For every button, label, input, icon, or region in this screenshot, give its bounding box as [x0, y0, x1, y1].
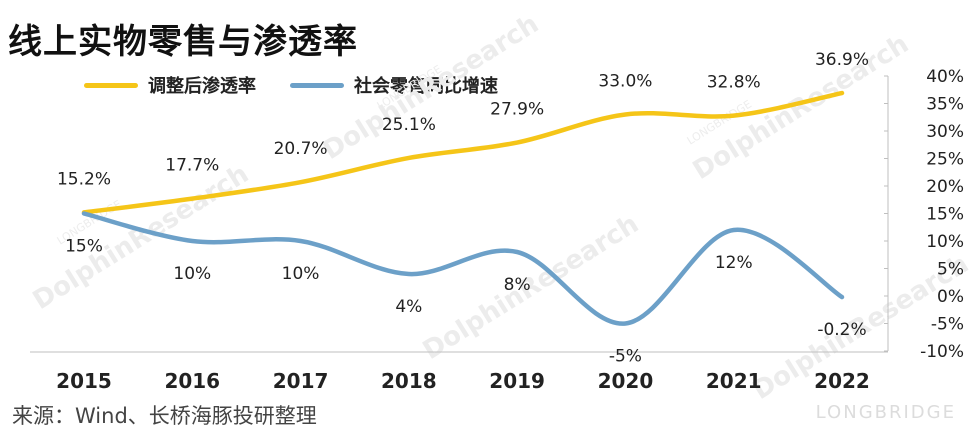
legend-item-retail-growth: 社会零售同比增速	[290, 72, 498, 98]
data-label-penetration: 20.7%	[274, 139, 328, 159]
x-tick-label: 2018	[381, 369, 437, 393]
data-label-retail-growth: 8%	[504, 275, 531, 295]
chart-legend: 调整后渗透率 社会零售同比增速	[84, 72, 498, 98]
y-tick-label: 15%	[926, 205, 964, 225]
legend-label-penetration: 调整后渗透率	[148, 76, 256, 97]
x-tick-label: 2017	[273, 369, 329, 393]
data-label-penetration: 36.9%	[815, 50, 869, 70]
watermark-text: DolphinResearch	[688, 29, 914, 186]
y-tick-label: 20%	[926, 177, 964, 197]
data-label-retail-growth: -5%	[609, 347, 642, 367]
x-tick-label: 2021	[706, 369, 762, 393]
y-tick-label: 5%	[937, 260, 964, 280]
data-label-retail-growth: -0.2%	[817, 320, 866, 340]
legend-item-penetration: 调整后渗透率	[84, 72, 256, 98]
series-line-retail-growth	[81, 211, 845, 326]
data-label-penetration: 25.1%	[382, 115, 436, 135]
x-tick-label: 2019	[489, 369, 545, 393]
data-label-penetration: 15.2%	[57, 169, 111, 189]
y-tick-label: 10%	[926, 232, 964, 252]
data-label-retail-growth: 12%	[715, 253, 753, 273]
x-tick-label: 2015	[56, 369, 112, 393]
data-label-retail-growth: 10%	[282, 264, 320, 284]
y-tick-label: 0%	[937, 287, 964, 307]
legend-swatch-penetration	[84, 82, 138, 88]
y-tick-label: 30%	[926, 122, 964, 142]
series-line-penetration	[81, 90, 845, 215]
data-label-penetration: 33.0%	[598, 72, 652, 92]
x-tick-label: 2022	[814, 369, 870, 393]
legend-swatch-retail-growth	[290, 82, 344, 88]
brand-logo: LONGBRIDGE	[815, 402, 956, 423]
x-tick-label: 2020	[598, 369, 654, 393]
data-label-penetration: 17.7%	[165, 156, 219, 176]
y-tick-label: 25%	[926, 150, 964, 170]
source-note: 来源：Wind、长桥海豚投研整理	[12, 404, 317, 428]
y-tick-label: -10%	[920, 342, 964, 362]
data-label-retail-growth: 15%	[65, 237, 103, 257]
y-tick-label: -5%	[931, 315, 964, 335]
y-tick-label: 35%	[926, 95, 964, 115]
chart-title: 线上实物零售与渗透率	[8, 22, 358, 62]
y-tick-label: 40%	[926, 67, 964, 87]
watermark-text: DolphinResearch	[418, 209, 644, 366]
data-label-retail-growth: 4%	[395, 297, 422, 317]
data-label-retail-growth: 10%	[173, 264, 211, 284]
x-tick-label: 2016	[164, 369, 220, 393]
data-label-penetration: 32.8%	[707, 73, 761, 93]
legend-label-retail-growth: 社会零售同比增速	[354, 76, 498, 97]
data-label-penetration: 27.9%	[490, 100, 544, 120]
